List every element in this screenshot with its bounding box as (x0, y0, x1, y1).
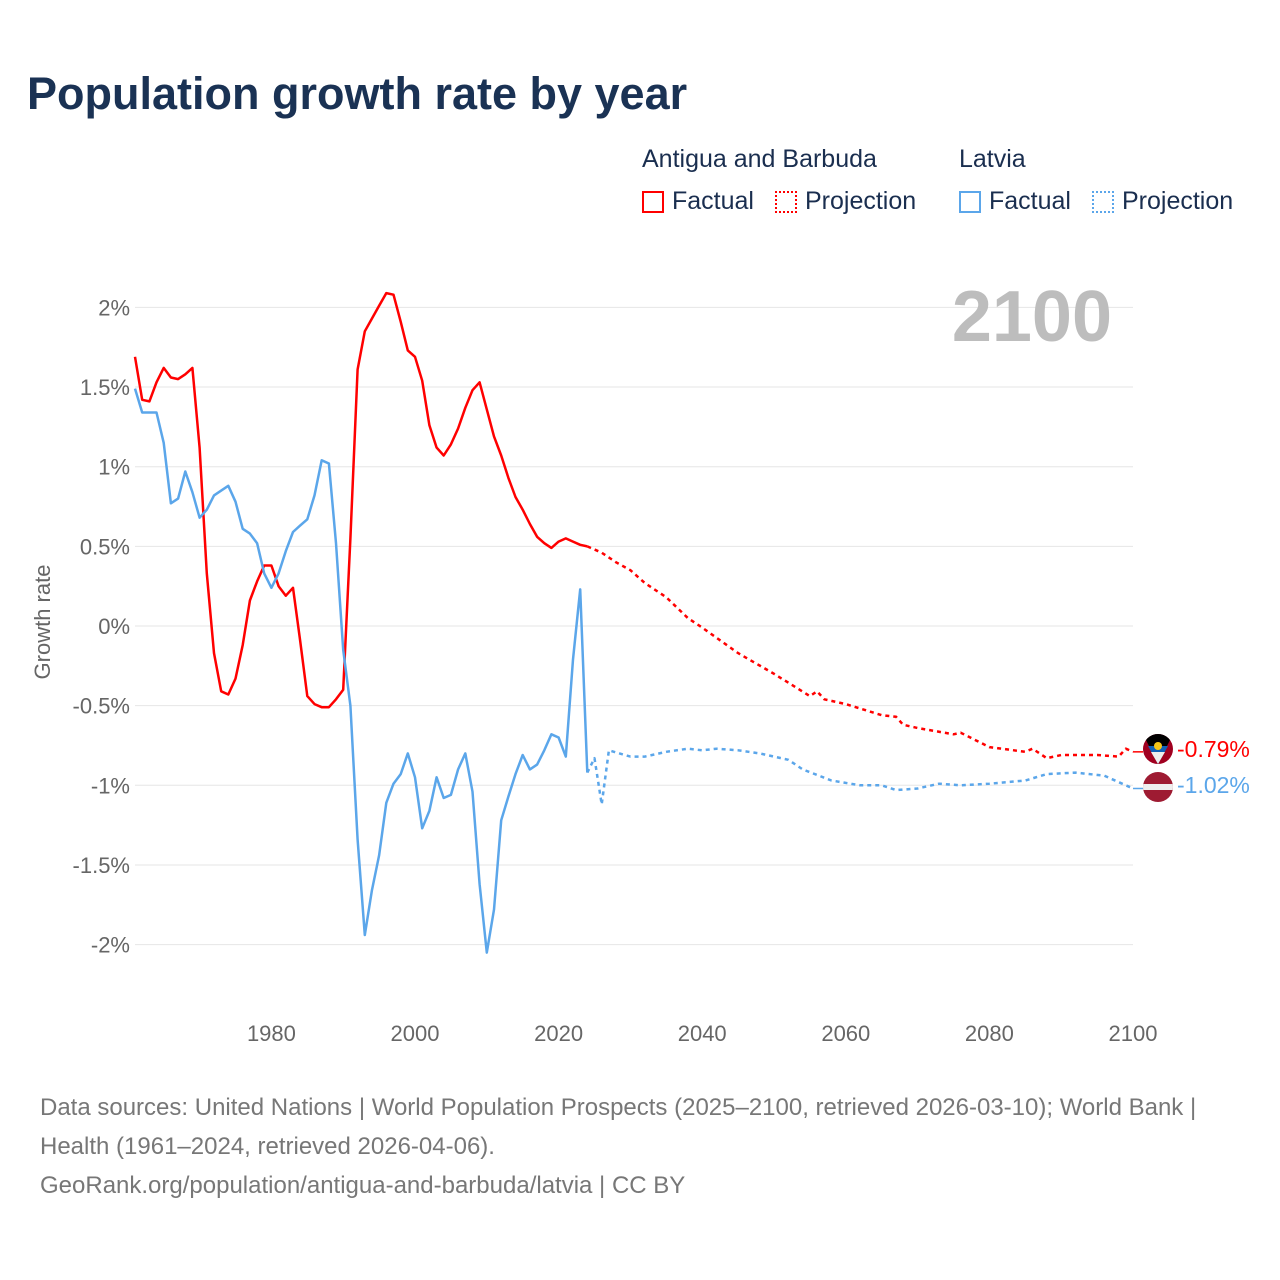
y-tick-label: 0% (98, 614, 130, 639)
dotted-swatch-icon (775, 190, 797, 213)
solid-swatch-icon (959, 190, 981, 213)
legend-label: Projection (1122, 187, 1234, 215)
x-tick-label: 2080 (965, 1021, 1014, 1046)
y-tick-label: -1.5% (73, 853, 130, 878)
legend-antigua-factual[interactable]: Factual (642, 187, 754, 216)
y-tick-label: 2% (98, 295, 130, 320)
x-tick-label: 2020 (534, 1021, 583, 1046)
x-tick-label: 2060 (821, 1021, 870, 1046)
y-tick-label: 0.5% (80, 534, 130, 559)
chart-title: Population growth rate by year (27, 68, 688, 119)
y-tick-label: 1% (98, 455, 130, 480)
solid-swatch-icon (642, 190, 664, 213)
legend-label: Projection (805, 187, 917, 215)
latvia-end-label: -1.02% (1177, 772, 1250, 798)
legend-group-antigua: Antigua and Barbuda (642, 145, 877, 173)
attribution-link[interactable]: GeoRank.org/population/antigua-and-barbu… (40, 1172, 686, 1199)
antigua-projection-line (586, 545, 1134, 760)
dotted-swatch-icon (1092, 190, 1114, 213)
y-tick-label: -2% (91, 933, 130, 958)
y-tick-label: 1.5% (80, 375, 130, 400)
year-display: 2100 (952, 277, 1112, 357)
antigua-factual-line (133, 291, 588, 709)
antigua-end-label: -0.79% (1177, 736, 1250, 762)
legend-latvia-projection[interactable]: Projection (1092, 187, 1233, 216)
legend-label: Factual (672, 187, 754, 215)
footer: Data sources: United Nations | World Pop… (40, 1088, 1240, 1205)
x-tick-label: 2000 (391, 1021, 440, 1046)
x-tick-label: 2040 (678, 1021, 727, 1046)
latvia-factual-line (133, 388, 589, 954)
latvia-projection-line (586, 747, 1134, 806)
y-tick-label: -0.5% (73, 694, 130, 719)
legend-label: Factual (989, 187, 1071, 215)
x-tick-label: 1980 (247, 1021, 296, 1046)
legend-group-latvia: Latvia (959, 145, 1026, 173)
legend-antigua-projection[interactable]: Projection (775, 187, 916, 216)
latvia-flag-icon (1143, 772, 1173, 802)
antigua-flag-icon (1143, 734, 1173, 764)
data-sources: Data sources: United Nations | World Pop… (40, 1094, 1197, 1160)
legend-latvia-factual[interactable]: Factual (959, 187, 1071, 216)
y-axis-label: Growth rate (30, 565, 55, 680)
x-tick-label: 2100 (1109, 1021, 1158, 1046)
y-tick-label: -1% (91, 773, 130, 798)
